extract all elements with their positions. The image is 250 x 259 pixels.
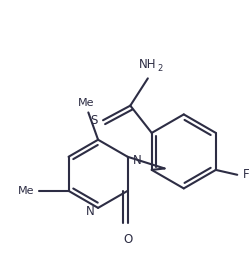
Text: F: F [243, 168, 250, 181]
Text: N: N [132, 154, 141, 167]
Text: 2: 2 [158, 63, 163, 73]
Text: NH: NH [139, 57, 156, 71]
Text: N: N [86, 205, 94, 218]
Text: Me: Me [78, 98, 95, 107]
Text: S: S [90, 114, 97, 127]
Text: O: O [123, 233, 132, 246]
Text: Me: Me [18, 186, 34, 196]
